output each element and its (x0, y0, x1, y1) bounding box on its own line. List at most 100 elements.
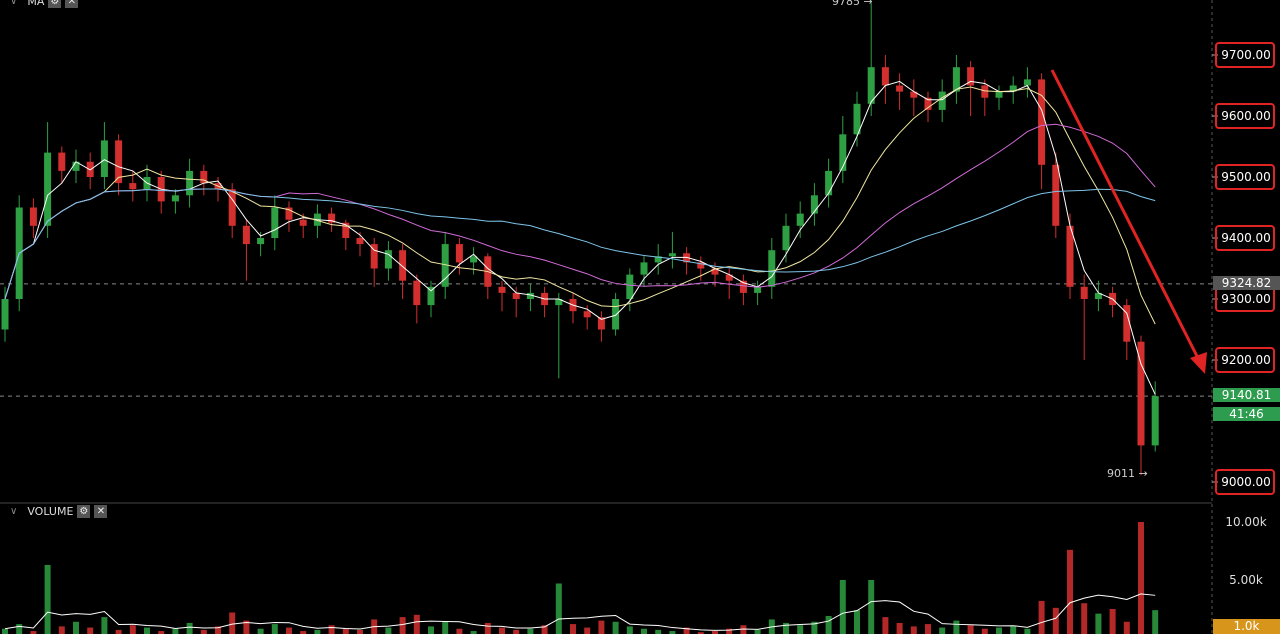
volume-bar (158, 631, 165, 634)
candle-body (129, 183, 137, 190)
volume-bar (527, 628, 534, 634)
price-tick-label: 9700.00 (1221, 48, 1271, 62)
collapse-chevron-icon[interactable]: ∨ (10, 0, 18, 7)
volume-bar (1052, 607, 1059, 634)
volume-bar (30, 631, 37, 634)
volume-bar (513, 629, 520, 634)
volume-label: VOLUME (27, 505, 74, 518)
candle-body (470, 256, 478, 263)
candle-body (1023, 79, 1031, 86)
candle-body (1066, 225, 1074, 287)
candle-body (810, 195, 818, 214)
candle-body (697, 262, 705, 269)
ma-legend: ∨ MA ⚙ ✕ (10, 0, 79, 8)
candle-body (228, 189, 236, 226)
volume-bar (740, 625, 747, 634)
candle-body (427, 286, 435, 306)
volume-bar (612, 621, 619, 634)
volume-bar (257, 628, 264, 634)
candle-body (867, 67, 875, 104)
candle-body (981, 85, 989, 98)
price-tick-label: 9400.00 (1221, 231, 1271, 245)
volume-bar (342, 628, 349, 634)
candle-body (1094, 292, 1102, 299)
volume-legend: ∨ VOLUME ⚙ ✕ (10, 505, 108, 518)
candle-body (626, 274, 634, 299)
volume-bar (683, 627, 690, 634)
volume-bar (1123, 621, 1130, 634)
low-marker: 9011 → (1107, 467, 1148, 480)
candle-body (782, 225, 790, 251)
volume-bar (271, 624, 278, 634)
volume-ma-line (4, 593, 1156, 631)
candle-body (1052, 164, 1060, 226)
volume-bar (499, 627, 505, 634)
volume-tick-label: 5.00k (1229, 573, 1263, 587)
price-tick-label: 9500.00 (1221, 170, 1271, 184)
close-icon[interactable]: ✕ (65, 0, 79, 8)
volume-bar (541, 625, 548, 634)
candle-body (881, 67, 889, 86)
close-icon[interactable]: ✕ (94, 505, 108, 518)
volume-bar (385, 627, 392, 634)
volume-bar (626, 626, 633, 634)
volume-bar (314, 629, 321, 634)
volume-tick-label: 10.00k (1225, 515, 1266, 529)
ma-label: MA (27, 0, 45, 8)
volume-bar (58, 626, 65, 634)
volume-bar (783, 622, 789, 634)
volume-bar (2, 628, 8, 634)
candle-body (668, 253, 676, 257)
settings-gear-icon[interactable]: ⚙ (48, 0, 62, 8)
volume-bar (726, 628, 733, 634)
ma-line-3 (4, 80, 1156, 395)
candle-body (612, 299, 620, 330)
volume-bar (598, 620, 605, 634)
volume-bar (967, 625, 974, 634)
ma-line-35 (4, 188, 1156, 300)
candle-body (370, 244, 378, 269)
ma-line-8 (4, 86, 1156, 325)
candle-body (938, 91, 946, 110)
candle-body (952, 67, 960, 92)
volume-bar (243, 620, 250, 634)
volume-bar (215, 626, 221, 634)
annotation-box (1215, 164, 1275, 190)
volume-bar (328, 625, 335, 634)
volume-bar (910, 626, 917, 634)
volume-bar (754, 629, 761, 634)
annotation-box (1215, 469, 1275, 495)
candle-body (328, 213, 336, 223)
volume-bar (357, 629, 363, 634)
candle-body (171, 195, 179, 202)
candle-body (711, 268, 719, 275)
candle-body (100, 140, 108, 177)
settings-gear-icon[interactable]: ⚙ (77, 505, 91, 518)
candle-body (1080, 286, 1088, 299)
candle-body (1137, 341, 1145, 446)
volume-bar (1067, 549, 1073, 634)
annotation-box (1215, 103, 1275, 129)
price-tick-label: 9600.00 (1221, 109, 1271, 123)
volume-bar (896, 622, 903, 634)
candle-body (910, 91, 918, 98)
candle-body (896, 85, 904, 92)
volume-last-label: 1.0k (1213, 619, 1280, 634)
volume-bar (996, 627, 1002, 634)
volume-bar (825, 615, 832, 634)
volume-bar (399, 617, 406, 634)
volume-bar (229, 612, 236, 634)
volume-bar (797, 625, 804, 634)
volume-bar (186, 622, 193, 634)
ma-line-20 (4, 123, 1156, 300)
candle-body (257, 238, 265, 245)
volume-bar (428, 626, 434, 634)
price-tick-label: 9300.00 (1221, 292, 1271, 306)
candle-body (967, 67, 975, 86)
last-price-label: 9140.81 (1213, 388, 1280, 402)
collapse-chevron-icon[interactable]: ∨ (10, 506, 18, 517)
candle-countdown: 41:46 (1213, 407, 1280, 421)
high-marker: 9785 → (832, 0, 873, 8)
candle-body (739, 280, 747, 293)
